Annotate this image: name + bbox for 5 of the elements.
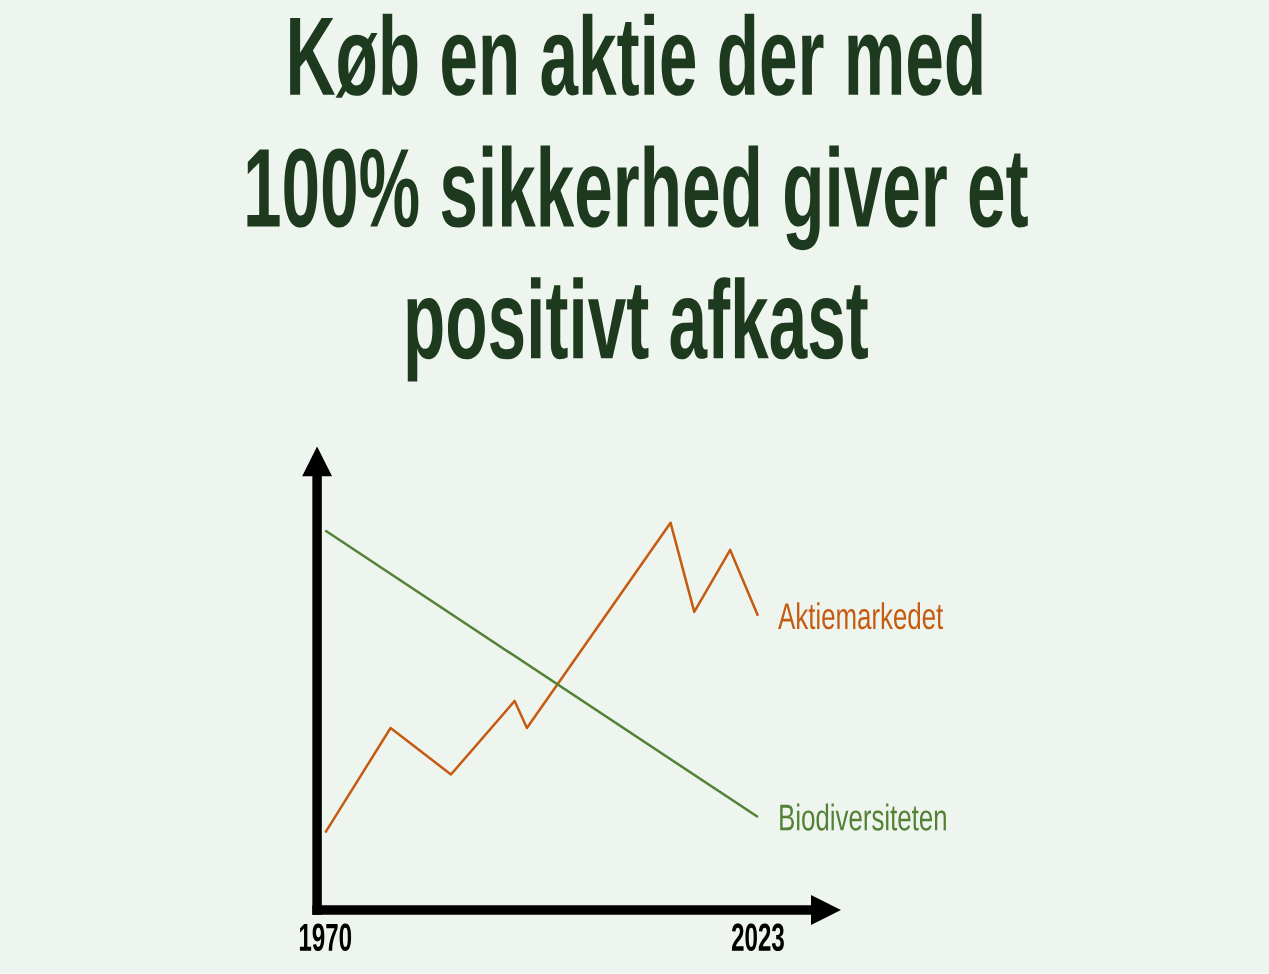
x-tick-label: 2023 — [731, 923, 784, 952]
chart-title: Køb en aktie der med 100% sikkerhed giver et positivt afkast — [247, 13, 1028, 382]
x-tick-label: 1970 — [299, 923, 352, 952]
series-label: Biodiversiteten — [780, 803, 946, 831]
series-label: Aktiemarkedet — [778, 602, 944, 630]
